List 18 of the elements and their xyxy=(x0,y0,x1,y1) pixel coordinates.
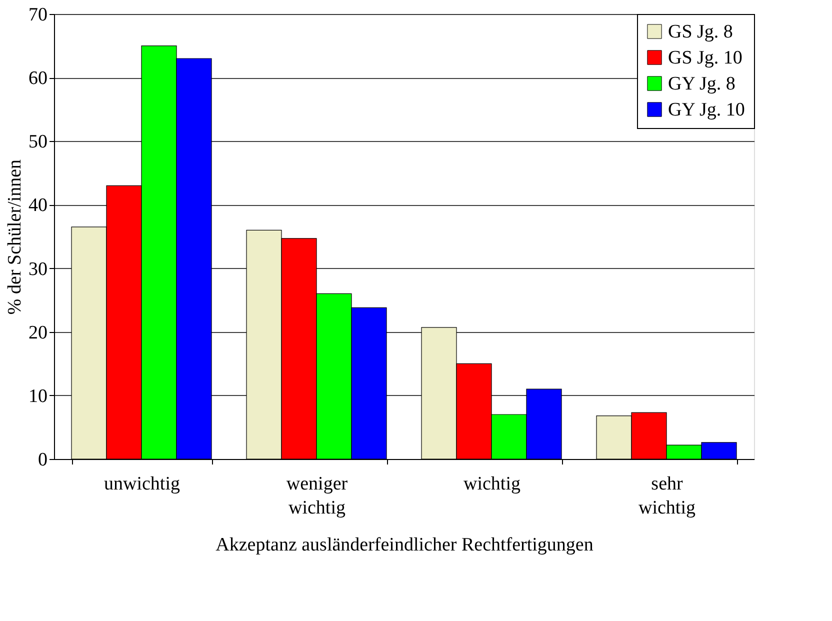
legend-label: GS Jg. 8 xyxy=(668,22,733,42)
x-tick-label: sehr wichtig xyxy=(638,474,696,518)
x-tick-label: unwichtig xyxy=(104,474,180,494)
y-tick-label: 30 xyxy=(28,258,48,280)
y-tick-label: 0 xyxy=(38,450,48,470)
y-tick-label: 70 xyxy=(28,4,48,26)
y-tick-label: 40 xyxy=(28,195,48,216)
legend-label: GS Jg. 10 xyxy=(668,48,742,68)
y-tick-label: 60 xyxy=(28,68,48,90)
legend-label: GY Jg. 8 xyxy=(668,74,736,94)
x-tick-label: weniger wichtig xyxy=(286,474,348,518)
x-tick-label: wichtig xyxy=(464,474,521,494)
legend-label: GY Jg. 10 xyxy=(668,100,745,120)
x-axis-title: Akzeptanz ausländerfeindlicher Rechtfertigungen xyxy=(216,534,594,556)
y-axis-title: % der Schüler/innen xyxy=(4,158,26,315)
y-tick-label: 10 xyxy=(28,386,48,407)
y-tick-label: 50 xyxy=(28,132,48,153)
y-tick-label: 20 xyxy=(28,322,48,344)
